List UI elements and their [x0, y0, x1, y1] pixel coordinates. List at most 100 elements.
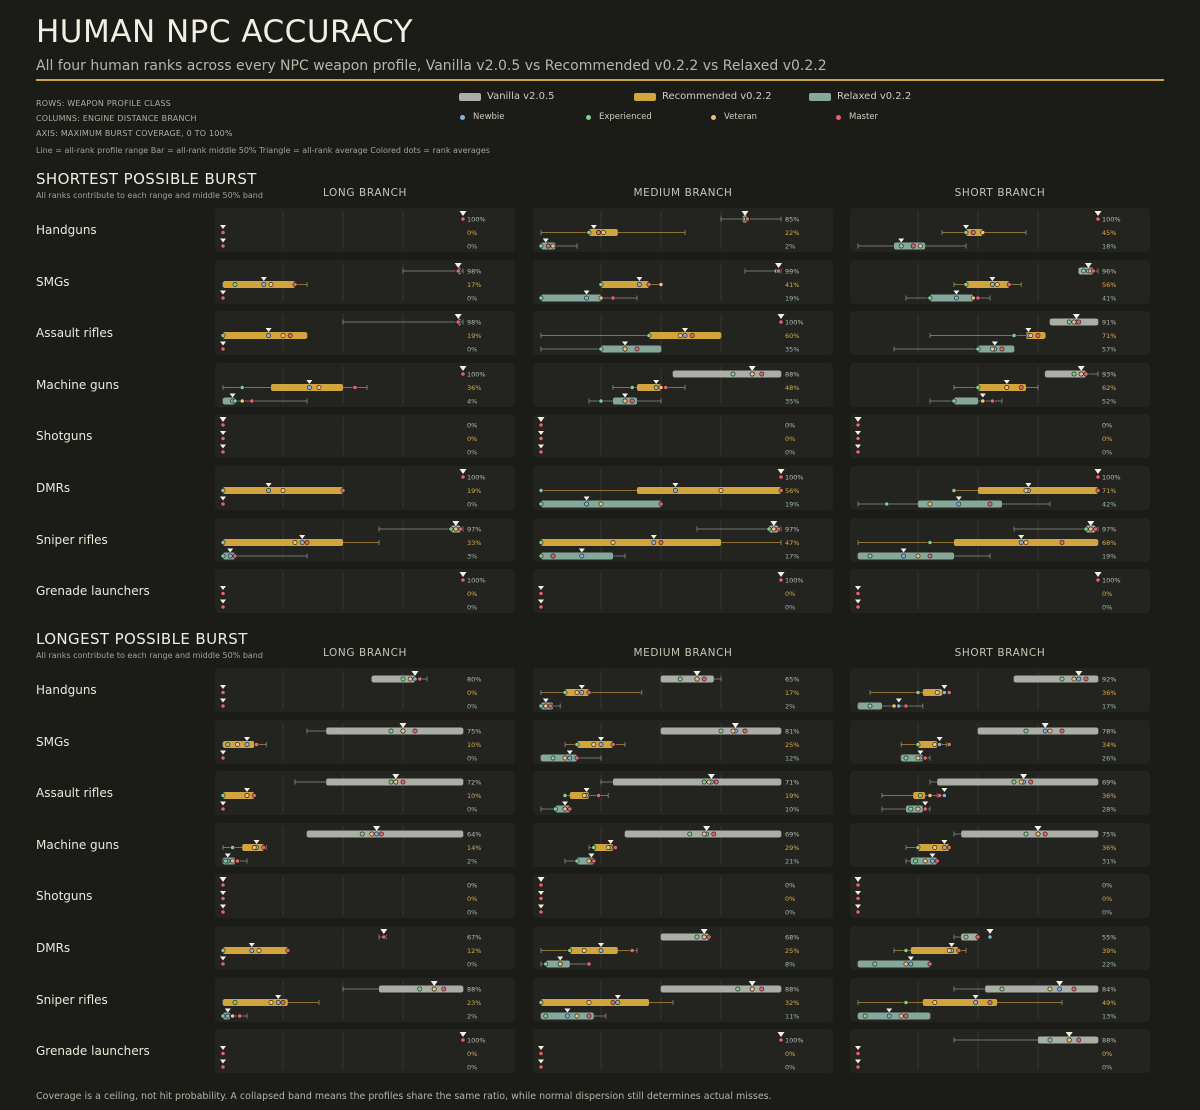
relaxed-average-label: 22%: [1102, 960, 1116, 968]
relaxed-veteran-dot: [927, 501, 933, 507]
average-triangle: [220, 599, 226, 604]
title-rule: [36, 79, 1164, 81]
vanilla-master-dot: [776, 268, 781, 273]
legend-label-relaxed: Relaxed v0.2.2: [837, 91, 912, 102]
average-triangle: [748, 365, 756, 371]
vanilla-veteran-dot: [1035, 831, 1041, 837]
relaxed-average-label: 0%: [467, 1063, 477, 1071]
panel-dmrs-short-branch: 100% 71% 42%: [850, 466, 1150, 510]
row-label-machine-guns: Machine guns: [36, 837, 120, 852]
relaxed-master-dot: [903, 1013, 909, 1018]
recommended-master-dot: [1035, 333, 1041, 339]
recommended-average-label: 0%: [1102, 590, 1112, 598]
vanilla-master-dot: [460, 371, 466, 377]
column-header-long-branch: LONG BRANCH: [322, 647, 407, 659]
vanilla-experienced-dot: [1066, 319, 1072, 325]
recommended-experienced-dot: [918, 793, 923, 799]
vanilla-veteran-dot: [1066, 1037, 1072, 1043]
vanilla-average-label: 98%: [467, 318, 481, 326]
panel-plot: 0% 0% 0%: [854, 417, 1112, 457]
recommended-newbie-dot: [637, 281, 642, 287]
recommended-newbie-dot: [266, 333, 271, 339]
average-triangle: [770, 520, 778, 526]
recommended-veteran-dot: [586, 999, 592, 1005]
relaxed-newbie-dot: [930, 858, 935, 864]
recommended-master-dot: [261, 844, 267, 850]
recommended-experienced-dot: [574, 741, 580, 747]
recommended-middle-50-bar: [966, 280, 1010, 288]
relaxed-newbie-dot: [565, 1013, 570, 1018]
average-triangle: [459, 1032, 467, 1038]
vanilla-average-label: 92%: [1102, 675, 1116, 683]
recommended-master-dot: [613, 844, 618, 850]
recommended-veteran-dot: [601, 230, 606, 235]
recommended-master-dot: [946, 844, 952, 850]
recommended-average-label: 14%: [467, 844, 481, 852]
relaxed-master-dot: [855, 1064, 861, 1070]
average-triangle: [900, 548, 907, 553]
vanilla-experienced-dot: [1023, 831, 1029, 837]
vanilla-master-dot: [1095, 577, 1101, 583]
vanilla-average-label: 97%: [1102, 525, 1116, 533]
vanilla-master-dot: [975, 934, 981, 940]
average-triangle: [538, 444, 544, 449]
relaxed-newbie-dot: [901, 553, 906, 558]
average-triangle: [917, 750, 924, 755]
relaxed-master-dot: [548, 703, 553, 709]
panel-sniper-rifles-medium-branch: 97% 47% 17%: [533, 517, 833, 562]
average-triangle: [1020, 774, 1028, 780]
relaxed-veteran-dot: [557, 961, 563, 967]
vanilla-experienced-dot: [359, 831, 365, 837]
recommended-newbie-dot: [937, 741, 942, 747]
recommended-newbie-dot: [598, 948, 604, 953]
vanilla-newbie-dot: [412, 676, 418, 682]
average-triangle: [777, 469, 785, 474]
recommended-experienced-dot: [232, 999, 238, 1005]
vanilla-middle-50-bar: [1014, 675, 1098, 683]
recommended-experienced-dot: [239, 384, 245, 390]
recommended-veteran-dot: [1004, 384, 1010, 390]
panel-plot: 0% 0% 0%: [219, 417, 477, 457]
relaxed-veteran-dot: [918, 243, 923, 249]
recommended-average-label: 0%: [1102, 895, 1112, 903]
row-label-assault-rifles: Assault rifles: [36, 786, 113, 801]
average-triangle: [936, 736, 943, 741]
recommended-experienced-dot: [915, 741, 921, 747]
relaxed-newbie-dot: [584, 295, 589, 300]
average-triangle: [459, 365, 467, 371]
panel-shotguns-long-branch: 0% 0% 0%: [215, 874, 515, 919]
vanilla-master-dot: [412, 728, 418, 733]
average-triangle: [622, 341, 628, 346]
vanilla-newbie-dot: [1076, 676, 1082, 682]
vanilla-master-dot: [701, 676, 707, 682]
panel-plot: 100% 45% 18%: [857, 211, 1121, 250]
relaxed-average-label: 0%: [467, 603, 477, 611]
recommended-average-label: 19%: [785, 792, 799, 800]
average-triangle: [653, 379, 660, 384]
average-triangle: [1075, 671, 1083, 676]
recommended-veteran-dot: [605, 844, 611, 850]
recommended-average-label: 36%: [1102, 844, 1116, 852]
relaxed-newbie-dot: [225, 1013, 231, 1018]
recommended-veteran-dot: [244, 793, 250, 799]
vanilla-veteran-dot: [431, 986, 437, 991]
relaxed-experienced-dot: [598, 346, 604, 352]
vanilla-average-label: 69%: [1102, 778, 1116, 786]
vanilla-master-dot: [538, 882, 544, 888]
recommended-middle-50-bar: [223, 280, 295, 288]
average-triangle: [583, 290, 590, 295]
vanilla-master-dot: [759, 371, 765, 377]
recommended-master-dot: [946, 690, 952, 695]
relaxed-master-dot: [234, 858, 240, 864]
average-triangle: [220, 904, 226, 909]
panel-handguns-medium-branch: 65% 17% 2%: [533, 668, 833, 712]
recommended-average-label: 17%: [467, 280, 481, 288]
recommended-middle-50-bar: [910, 947, 959, 954]
recommended-veteran-dot: [591, 741, 597, 747]
panel-plot: 100% 0% 0%: [538, 1032, 804, 1071]
relaxed-master-dot: [220, 961, 226, 967]
panel-plot: 71% 19% 10%: [540, 774, 799, 813]
average-triangle: [538, 431, 544, 436]
relaxed-veteran-dot: [230, 858, 235, 864]
recommended-experienced-dot: [220, 793, 226, 799]
